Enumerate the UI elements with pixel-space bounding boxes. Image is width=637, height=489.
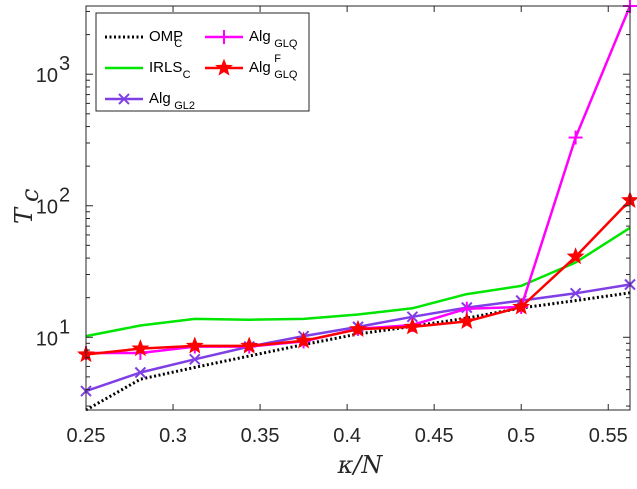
y-axis-label-subscript: c [16, 189, 44, 202]
legend-label-sub-gl2: GL2 [174, 100, 195, 112]
legend-label-gl2: Alg [149, 90, 171, 107]
series-gl2 [80, 278, 636, 397]
series-omp [85, 291, 631, 412]
data-point-glqf [294, 331, 313, 349]
x-tick-label: 0.25 [67, 425, 106, 447]
x-marker-stroke [134, 366, 147, 379]
legend-label-sub-irls: C [183, 69, 191, 81]
legend-label-irls: IRLS [149, 59, 182, 76]
legend-marker-gl2 [118, 93, 130, 105]
data-point-glqf [457, 311, 476, 330]
y-tick-label: 10 [36, 65, 58, 87]
legend-entry-irls: IRLS C [105, 59, 191, 81]
x-tick-label: 0.4 [333, 425, 361, 447]
data-point-gl2 [406, 311, 419, 323]
data-point-gl2 [189, 353, 201, 366]
legend-label-sub-glq: GLQ [274, 38, 298, 50]
data-point-glqf [349, 319, 367, 337]
legend-label-glq: Alg [249, 28, 271, 45]
data-point-gl2 [569, 287, 582, 299]
legend-entry-glqf: Alg F GLQ [205, 53, 298, 81]
legend-entry-glq: Alg GLQ [205, 28, 298, 50]
x-tick-label: 0.5 [507, 425, 535, 447]
y-axis-label: T [10, 206, 38, 224]
x-marker-stroke [569, 287, 582, 299]
legend-marker-glqf [215, 58, 233, 76]
data-point-glqf [403, 317, 422, 335]
y-tick-exponent: 3 [59, 53, 70, 75]
data-point-glqf [240, 336, 259, 354]
legend-label-sub-glqf: GLQ [274, 69, 298, 81]
legend-box [95, 12, 310, 112]
data-point-glqf [512, 297, 531, 315]
plot-frame [85, 5, 631, 411]
series-line-gl2 [85, 283, 631, 393]
series-irls [85, 226, 631, 338]
series-line-omp [85, 291, 631, 412]
legend-label-omp: OMP [149, 28, 183, 45]
y-tick-exponent: 2 [59, 185, 70, 207]
x-axis-label: κ/N [337, 451, 384, 479]
legend-label-glqf: Alg [249, 59, 271, 76]
data-point-glqf [131, 339, 150, 357]
data-point-gl2 [134, 366, 147, 379]
series-line-irls [85, 226, 631, 338]
data-point-glqf [566, 247, 585, 265]
data-point-glqf [185, 336, 204, 354]
x-marker-stroke [189, 353, 201, 366]
y-tick-exponent: 1 [59, 316, 70, 338]
x-tick-label: 0.35 [241, 425, 280, 447]
data-point-glq [568, 130, 583, 145]
y-tick-label: 10 [36, 197, 58, 219]
y-tick-label: 10 [36, 328, 58, 350]
x-marker-stroke [118, 93, 130, 105]
legend-label-sub-omp: C [174, 38, 182, 50]
legend-label-sup-glqf: F [274, 53, 281, 65]
x-marker-stroke [406, 311, 419, 323]
legend-marker-glq [217, 30, 231, 44]
x-tick-label: 0.3 [159, 425, 187, 447]
x-tick-label: 0.45 [415, 425, 454, 447]
x-tick-label: 0.55 [589, 425, 628, 447]
series-layer [77, 0, 637, 412]
legend-entry-gl2: Alg GL2 [105, 90, 195, 112]
